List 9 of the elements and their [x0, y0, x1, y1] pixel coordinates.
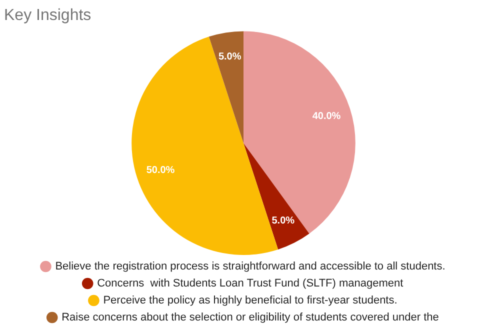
legend-label: Raise concerns about the selection or eligibility of students covered under the: [62, 312, 439, 324]
data-label: 5.0%: [272, 216, 295, 227]
data-label: 40.0%: [312, 110, 341, 122]
legend-label: Perceive the policy as highly beneficial to first-year students.: [103, 294, 398, 307]
data-label: 5.0%: [218, 52, 242, 63]
chart-title: Key Insights: [4, 7, 92, 24]
legend-label: Concerns with Students Loan Trust Fund (SLTF) management: [97, 278, 404, 290]
legend-label: Believe the registration process is straightforward and accessible to all students.: [55, 260, 446, 273]
data-label: 50.0%: [146, 164, 175, 176]
